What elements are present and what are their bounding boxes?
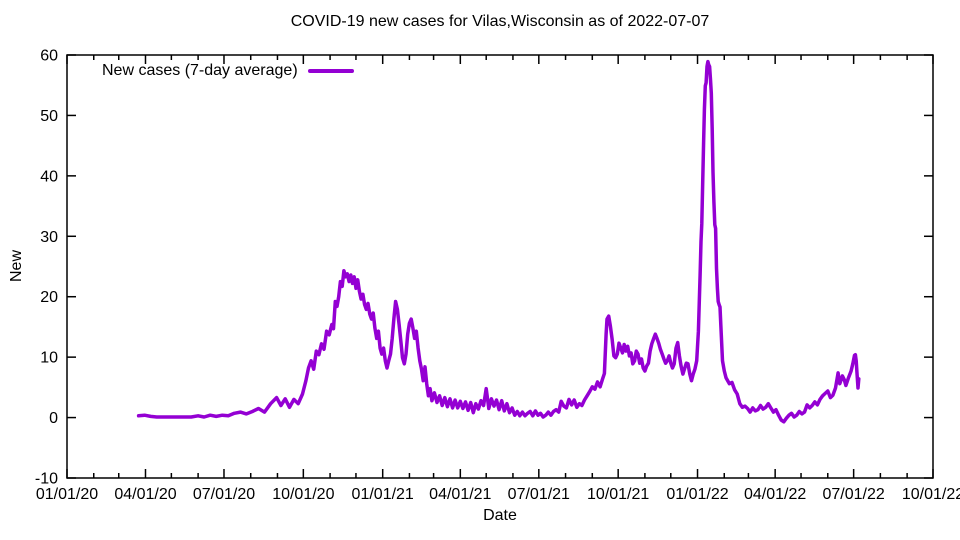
series-line-new-cases [136, 59, 861, 424]
y-axis-label: New [8, 249, 25, 283]
legend-line-swatch [307, 69, 354, 73]
x-tick-label: 01/01/20 [36, 486, 98, 503]
legend-label: New cases (7-day average) [102, 62, 298, 79]
x-tick-label: 07/01/20 [193, 486, 255, 503]
y-tick-label: -10 [35, 471, 58, 488]
y-tick-label: 20 [40, 289, 58, 306]
x-tick-label: 10/01/20 [272, 486, 334, 503]
chart-title: COVID-19 new cases for Vilas,Wisconsin a… [290, 13, 710, 30]
legend: New cases (7-day average) [102, 62, 354, 80]
x-tick-label: 10/01/22 [902, 486, 960, 503]
x-tick-label: 01/01/21 [352, 486, 414, 503]
x-tick-label: 10/01/21 [587, 486, 649, 503]
x-tick-label: 04/01/21 [429, 486, 491, 503]
y-tick-label: 40 [40, 168, 58, 185]
y-tick-label: 60 [40, 48, 58, 65]
plot-border [66, 54, 934, 479]
x-tick-label: 07/01/21 [508, 486, 570, 503]
y-tick-label: 10 [40, 350, 58, 367]
x-tick-label: 07/01/22 [823, 486, 885, 503]
y-tick-label: 0 [49, 410, 58, 427]
y-tick-label: 50 [40, 108, 58, 125]
x-tick-label: 04/01/22 [744, 486, 806, 503]
x-axis-label: Date [483, 507, 517, 524]
y-tick-label: 30 [40, 229, 58, 246]
x-tick-label: 04/01/20 [114, 486, 176, 503]
x-tick-label: 01/01/22 [666, 486, 728, 503]
